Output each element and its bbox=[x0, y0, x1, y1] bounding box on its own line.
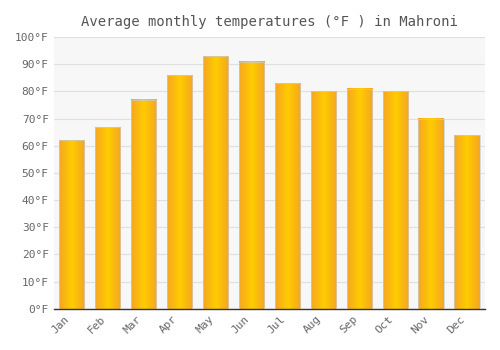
Bar bbox=[418, 119, 444, 309]
Bar bbox=[310, 91, 336, 309]
Bar bbox=[203, 56, 228, 309]
Bar bbox=[131, 100, 156, 309]
Bar bbox=[274, 83, 300, 309]
Bar bbox=[238, 62, 264, 309]
Bar bbox=[167, 75, 192, 309]
Bar bbox=[382, 91, 407, 309]
Title: Average monthly temperatures (°F ) in Mahroni: Average monthly temperatures (°F ) in Ma… bbox=[81, 15, 458, 29]
Bar bbox=[346, 89, 372, 309]
Bar bbox=[95, 127, 120, 309]
Bar bbox=[454, 135, 479, 309]
Bar bbox=[59, 140, 84, 309]
